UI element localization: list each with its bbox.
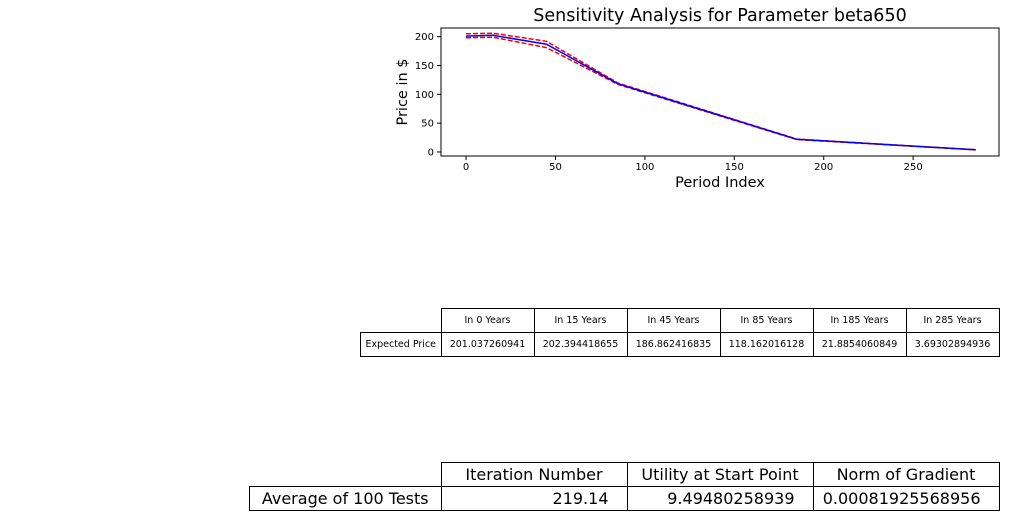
price-cell-0: 201.037260941 [440,332,535,357]
summary-cell-1: 9.49480258939 [626,486,814,511]
axes-frame [440,27,1000,157]
bound-line-0 [465,36,976,151]
summary-table: Iteration Number Utility at Start Point … [249,462,1000,511]
price-table-corner [361,309,442,333]
summary-col-2: Norm of Gradient [812,462,1000,487]
sensitivity-chart: Sensitivity Analysis for Parameter beta6… [395,6,1000,191]
price-table-row: Expected Price 201.037260941 202.3944186… [360,332,1000,357]
y-tick-label: 150 [415,61,434,72]
price-col-1: In 15 Years [533,308,628,333]
summary-row-label: Average of 100 Tests [249,486,442,511]
price-row-label: Expected Price [360,332,442,357]
x-tick-label: 50 [549,162,562,173]
y-axis-label: Price in $ [395,58,411,125]
price-cell-2: 186.862416835 [626,332,721,357]
summary-table-header-row: Iteration Number Utility at Start Point … [250,462,1000,487]
plot-area: 0 50 100 150 200 250 0 50 100 150 200 [415,27,1000,173]
price-col-2: In 45 Years [626,308,721,333]
price-table-header-row: In 0 Years In 15 Years In 45 Years In 85… [361,308,1000,333]
x-tick-label: 100 [635,162,654,173]
summary-table-corner [250,463,442,487]
y-tick-label: 50 [421,119,434,130]
y-tick-label: 200 [415,32,434,43]
expected-price-table: In 0 Years In 15 Years In 45 Years In 85… [360,308,1000,357]
bound-line-1 [465,32,976,151]
price-cell-4: 21.8854060849 [812,332,907,357]
x-tick-label: 150 [725,162,744,173]
x-axis-label: Period Index [675,175,765,191]
summary-col-0: Iteration Number [440,462,628,487]
price-col-5: In 285 Years [905,308,1000,333]
summary-table-row: Average of 100 Tests 219.14 9.4948025893… [249,486,1000,511]
y-tick-label: 100 [415,90,434,101]
price-cell-5: 3.69302894936 [905,332,1000,357]
x-tick-label: 200 [814,162,833,173]
price-col-3: In 85 Years [719,308,814,333]
chart-title: Sensitivity Analysis for Parameter beta6… [533,6,906,26]
price-cell-1: 202.394418655 [533,332,628,357]
x-tick-label: 250 [904,162,923,173]
price-col-4: In 185 Years [812,308,907,333]
price-col-0: In 0 Years [440,308,535,333]
y-tick-label: 0 [428,147,434,158]
summary-cell-0: 219.14 [440,486,628,511]
summary-col-1: Utility at Start Point [626,462,814,487]
price-cell-3: 118.162016128 [719,332,814,357]
expected-price-line-2 [465,34,976,151]
summary-cell-2: 0.00081925568956 [812,486,1000,511]
x-tick-label: 0 [463,162,469,173]
